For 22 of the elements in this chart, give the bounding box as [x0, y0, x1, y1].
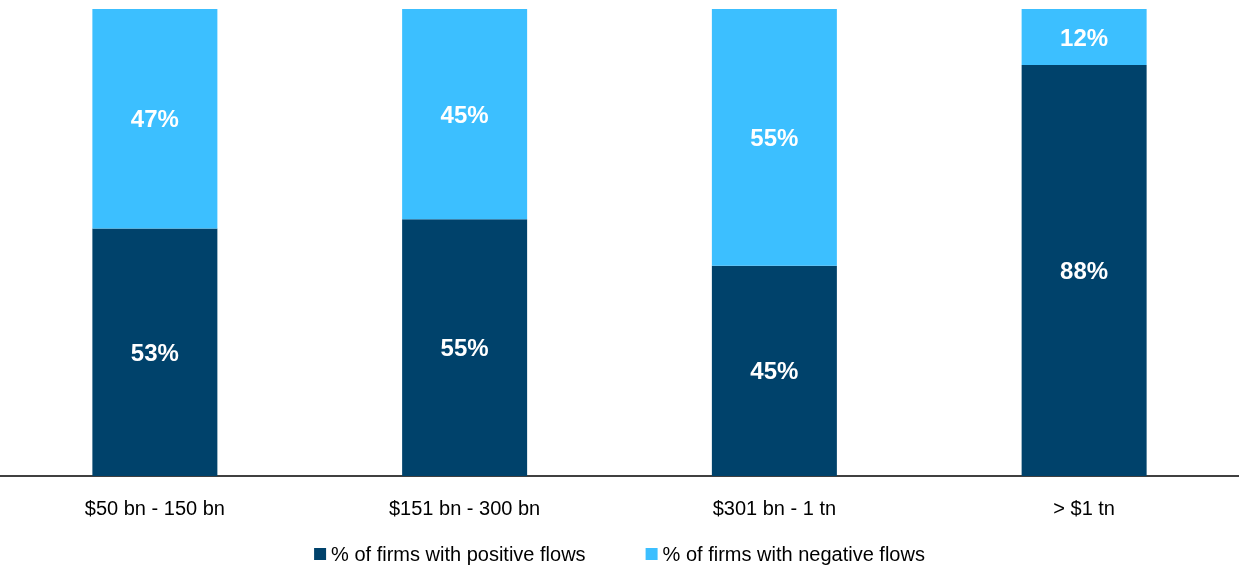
- legend-label: % of firms with positive flows: [331, 543, 586, 565]
- bar: [711, 265, 837, 476]
- data-label: 53%: [130, 338, 179, 366]
- bar: [711, 9, 837, 266]
- bar: [92, 228, 218, 476]
- x-tick-label: $301 bn - 1 tn: [712, 497, 837, 519]
- bar: [1021, 9, 1147, 66]
- data-label: 45%: [440, 100, 489, 128]
- legend-label: % of firms with negative flows: [662, 543, 925, 565]
- bar: [402, 219, 528, 476]
- x-tick-label: $151 bn - 300 bn: [389, 497, 541, 519]
- data-label: 55%: [440, 334, 489, 362]
- x-tick-label: > $1 tn: [1053, 497, 1115, 519]
- data-label: 12%: [1060, 23, 1109, 51]
- bar: [92, 9, 218, 229]
- data-label: 55%: [750, 123, 799, 151]
- data-label: 47%: [130, 105, 179, 133]
- data-label: 45%: [750, 357, 799, 385]
- bar: [402, 9, 528, 220]
- x-tick-label: $50 bn - 150 bn: [84, 497, 225, 519]
- bar: [1021, 65, 1147, 476]
- data-label: 88%: [1060, 257, 1109, 285]
